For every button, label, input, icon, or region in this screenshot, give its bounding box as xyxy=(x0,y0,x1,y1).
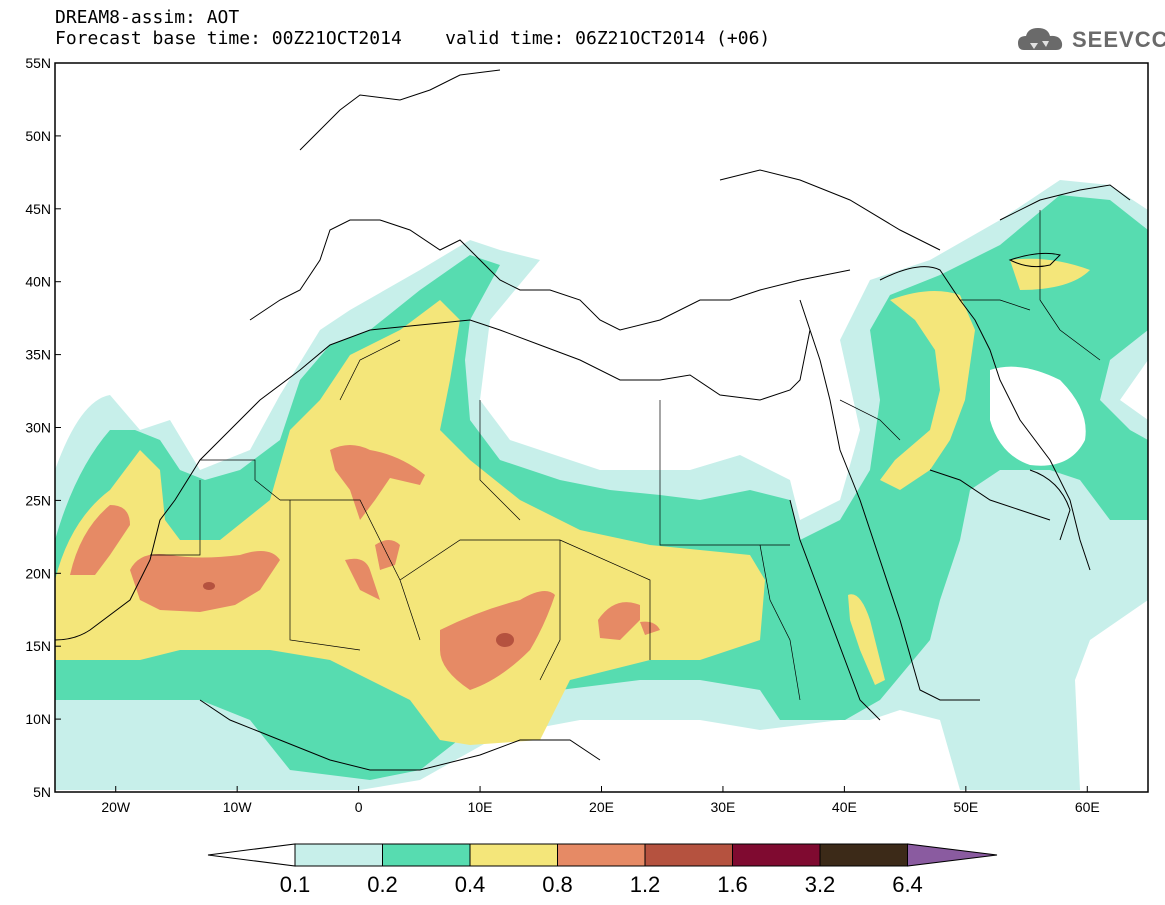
colorbar xyxy=(207,843,998,867)
colorbar-swatch xyxy=(294,843,383,867)
colorbar-label: 0.2 xyxy=(367,872,398,897)
colorbar-label: 6.4 xyxy=(892,872,923,897)
cloud-icon xyxy=(1018,28,1063,50)
lat-tick-label: 35N xyxy=(25,347,51,363)
aot-clear-areas xyxy=(540,366,1086,466)
aot-contours xyxy=(55,180,1148,790)
lat-tick-label: 50N xyxy=(25,128,51,144)
longitude-axis: 20W 10W 0 10E 20E 30E 40E 50E 60E xyxy=(101,786,1100,815)
lat-tick-label: 5N xyxy=(33,784,51,800)
latitude-axis: 55N 50N 45N 40N 35N 30N 25N 20N 15N 10N 5N xyxy=(25,55,61,800)
lon-tick-label: 30E xyxy=(710,799,735,815)
colorbar-label: 3.2 xyxy=(804,872,836,897)
lat-tick-label: 55N xyxy=(25,55,51,71)
forecast-time-line: Forecast base time: 00Z21OCT2014 valid t… xyxy=(55,28,771,49)
colorbar-under-triangle xyxy=(207,843,296,867)
lat-tick-label: 40N xyxy=(25,274,51,290)
lon-tick-label: 40E xyxy=(832,799,857,815)
lon-tick-label: 20W xyxy=(101,799,131,815)
colorbar-swatch xyxy=(819,843,908,867)
lon-tick-label: 60E xyxy=(1075,799,1100,815)
lat-tick-label: 20N xyxy=(25,565,51,581)
lat-tick-label: 15N xyxy=(25,638,51,654)
lon-tick-label: 10W xyxy=(223,799,253,815)
colorbar-label: 1.2 xyxy=(629,872,661,897)
colorbar-swatch xyxy=(557,843,646,867)
lat-tick-label: 10N xyxy=(25,711,51,727)
lat-tick-label: 25N xyxy=(25,492,51,508)
lon-tick-label: 10E xyxy=(468,799,493,815)
lat-tick-label: 30N xyxy=(25,420,51,436)
country-borders xyxy=(150,210,1101,701)
colorbar-label: 0.4 xyxy=(454,872,486,897)
coastlines xyxy=(55,69,1131,771)
colorbar-swatch xyxy=(732,843,821,867)
lon-tick-label: 50E xyxy=(953,799,978,815)
colorbar-label: 0.8 xyxy=(542,872,573,897)
colorbar-label: 1.6 xyxy=(717,872,748,897)
map-title: DREAM8-assim: AOT xyxy=(55,7,240,28)
colorbar-swatch xyxy=(469,843,558,867)
lat-tick-label: 45N xyxy=(25,201,51,217)
colorbar-label: 0.1 xyxy=(279,872,311,897)
seevccc-logo: SEEVCCC xyxy=(1072,27,1165,52)
aot-level-1.2 xyxy=(203,582,514,647)
colorbar-swatch xyxy=(644,843,733,867)
colorbar-swatch xyxy=(382,843,471,867)
lon-tick-label: 0 xyxy=(355,799,363,815)
lon-tick-label: 20E xyxy=(589,799,614,815)
colorbar-over-triangle xyxy=(907,843,998,867)
